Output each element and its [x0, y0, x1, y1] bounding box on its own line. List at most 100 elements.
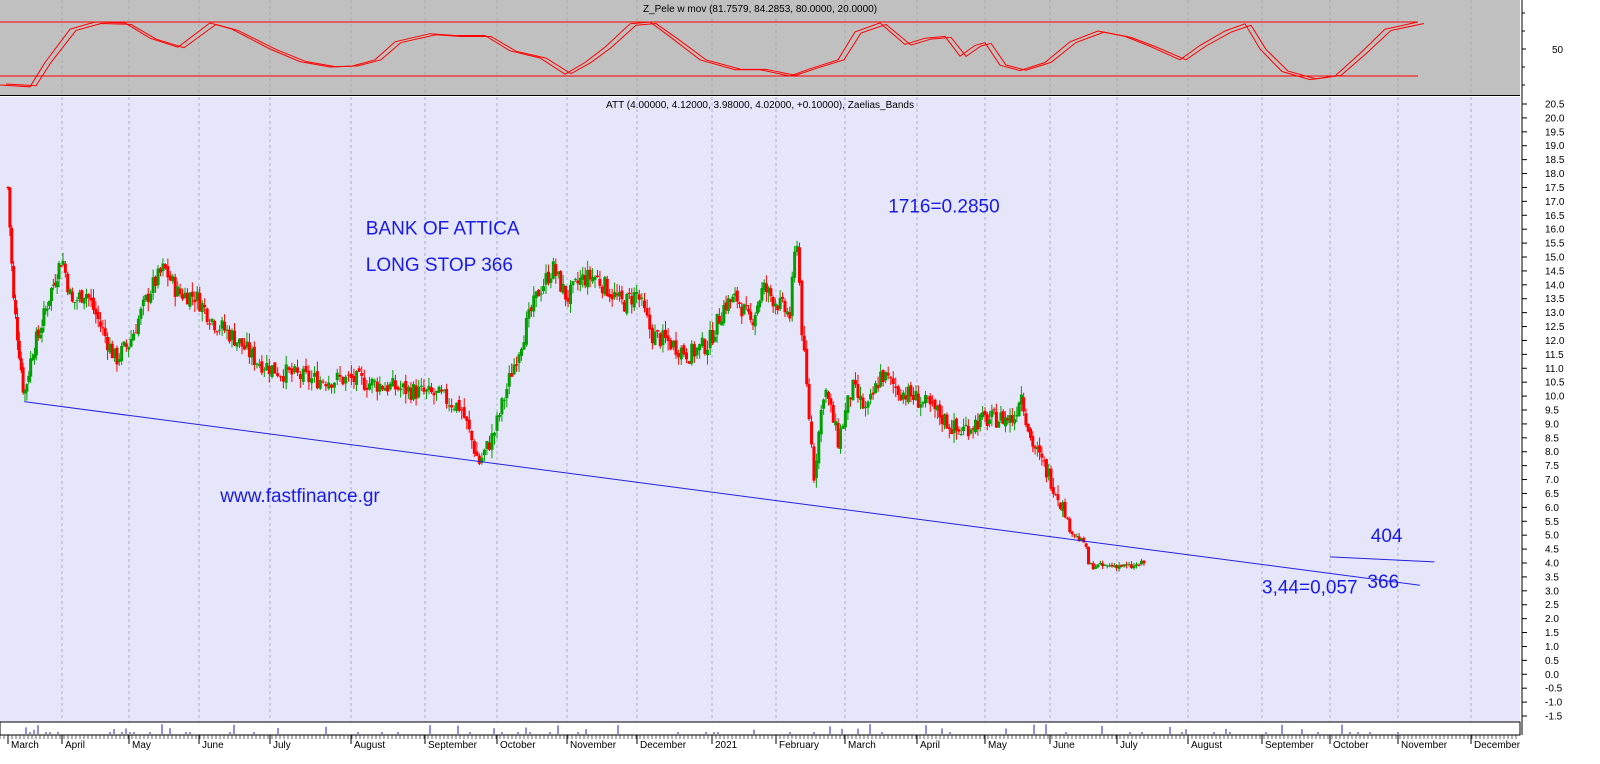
candle-body [120, 345, 124, 362]
candle-body [1015, 415, 1019, 417]
candle-body [1019, 394, 1023, 405]
candle-body [613, 291, 617, 298]
candle-body [205, 308, 209, 322]
candle-body [874, 383, 878, 394]
y-tick-label: 17.0 [1545, 197, 1565, 208]
y-tick-label: 6.0 [1545, 503, 1559, 514]
candle-body [445, 389, 449, 404]
candle-body [188, 292, 192, 307]
candle-body [692, 344, 696, 357]
candle-body [409, 387, 413, 400]
candle-body [1035, 447, 1039, 450]
candle-body [595, 275, 599, 278]
candle-body [38, 334, 42, 338]
month-label: August [1191, 740, 1222, 751]
candle-body [650, 327, 654, 344]
candle-body [894, 386, 898, 388]
candle-body [753, 314, 757, 327]
annotation-text: BANK OF ATTICA [366, 219, 520, 240]
candle-body [344, 376, 348, 384]
candle-body [66, 273, 70, 293]
candle-body [1135, 564, 1139, 566]
candle-body [1110, 564, 1114, 567]
candle-body [1122, 564, 1126, 567]
candle-body [896, 386, 900, 396]
candle-body [352, 375, 356, 382]
candle-body [869, 394, 873, 400]
candle-body [690, 343, 694, 364]
candle-body [539, 293, 543, 295]
candle-body [228, 329, 232, 342]
candle-body [598, 278, 602, 286]
candle-body [245, 341, 249, 348]
y-tick-label: 20.0 [1545, 113, 1565, 124]
candle-body [144, 295, 148, 301]
candle-body [706, 349, 709, 356]
candle-body [740, 306, 744, 317]
candle-body [70, 291, 74, 302]
candle-body [1001, 411, 1005, 425]
candle-body [722, 305, 726, 324]
candle-body [487, 442, 491, 450]
candle-body [666, 335, 670, 342]
candle-body [1077, 536, 1081, 542]
candle-body [365, 387, 369, 390]
candle-body [480, 457, 484, 463]
price-title: ATT (4.00000, 4.12000, 3.98000, 4.02000,… [606, 100, 914, 111]
candle-body [59, 265, 63, 267]
candle-body [103, 328, 107, 337]
candle-body [976, 420, 980, 430]
candle-body [1130, 564, 1134, 569]
candle-body [564, 285, 568, 300]
candle-body [46, 308, 50, 310]
candle-body [773, 303, 777, 307]
candle-body [674, 340, 678, 355]
candle-body [252, 346, 256, 365]
candle-body [215, 331, 219, 333]
candle-body [1033, 446, 1037, 449]
candle-body [240, 338, 244, 347]
candle-body [465, 416, 469, 421]
candle-body [1132, 565, 1136, 569]
candle-body [321, 381, 325, 383]
candle-body [800, 280, 804, 336]
candle-body [826, 392, 830, 399]
candle-body [89, 297, 93, 301]
candle-body [632, 292, 636, 308]
candle-body [529, 307, 533, 312]
y-tick-label: 18.5 [1545, 155, 1565, 166]
y-tick-label: 4.5 [1545, 545, 1559, 556]
candle-body [824, 389, 828, 398]
candle-body [848, 397, 852, 400]
candle-body [988, 419, 992, 424]
candle-body [978, 414, 982, 428]
candle-body [576, 280, 580, 284]
candle-body [260, 361, 264, 373]
y-tick-label: 9.5 [1545, 406, 1559, 417]
candle-body [422, 387, 426, 392]
candle-body [742, 304, 746, 315]
y-tick-label: -1.0 [1545, 698, 1563, 709]
candle-body [106, 336, 110, 351]
candle-body [807, 384, 811, 420]
candle-body [332, 382, 336, 388]
candle-body [566, 297, 570, 302]
candle-body [1029, 428, 1032, 438]
candle-body [27, 375, 31, 382]
candle-body [447, 405, 451, 407]
candle-body [711, 329, 715, 344]
candle-body [520, 348, 523, 356]
candle-body [91, 297, 95, 310]
candle-body [1056, 494, 1060, 501]
candle-body [700, 337, 704, 347]
candle-body [298, 374, 302, 379]
candle-body [985, 414, 989, 426]
candle-body [94, 308, 98, 315]
candle-body [698, 344, 702, 351]
candle-body [414, 385, 418, 399]
candle-body [1063, 501, 1067, 518]
candle-body [778, 297, 782, 310]
candle-body [1079, 538, 1083, 541]
candle-body [928, 396, 932, 405]
candle-body [49, 287, 53, 302]
